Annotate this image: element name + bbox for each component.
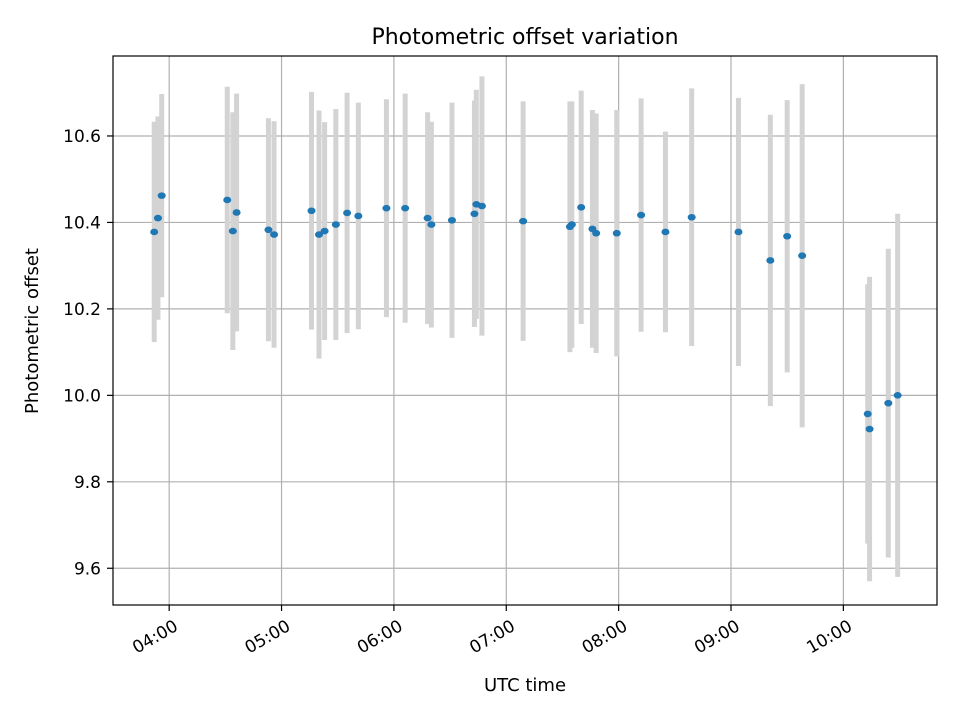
data-point [477,202,486,210]
y-tick-label: 9.8 [74,473,101,493]
plot-frame [112,55,938,606]
data-point [223,196,232,204]
x-tick-label: 07:00 [466,616,518,658]
y-tick-label: 10.4 [63,213,101,233]
data-point [783,232,792,240]
data-point [893,392,902,399]
data-point [401,204,410,212]
x-tick-label: 08:00 [579,616,631,658]
data-point [766,257,775,264]
data-point [354,212,363,220]
data-point [264,226,273,234]
data-point [519,217,528,225]
data-point [567,221,576,228]
data-point [157,192,166,199]
data-point [228,227,237,235]
error-bars [151,76,901,582]
y-tick-label: 10.2 [63,300,101,320]
data-point [637,211,646,219]
data-point [320,227,329,235]
data-point [687,213,696,221]
data-point [307,207,316,215]
data-point [315,231,323,238]
x-axis-ticks: 04:00 05:00 06:00 07:00 08:00 09:00 10:00 [129,605,856,658]
data-point [592,229,601,237]
y-axis-label: Photometric offset [22,248,43,414]
x-tick-label: 10:00 [803,616,855,658]
y-tick-label: 9.6 [74,559,101,579]
data-point [577,203,586,211]
x-tick-label: 09:00 [691,616,743,658]
data-point [734,228,743,236]
x-tick-label: 05:00 [242,616,294,658]
data-point [153,214,162,222]
data-point [150,228,159,236]
y-axis-ticks: 9.6 9.8 10.0 10.2 10.4 10.6 [63,127,113,579]
data-point [447,216,456,224]
chart-title: Photometric offset variation [371,25,678,50]
data-point [865,425,874,433]
y-tick-label: 10.6 [63,127,101,147]
data-point [884,399,893,407]
data-point [612,229,621,237]
data-point [661,228,670,236]
data-point [343,209,352,217]
x-tick-label: 06:00 [354,616,406,658]
data-point [863,410,872,418]
data-point [331,221,340,228]
data-point [470,210,479,218]
data-point [232,209,241,216]
y-tick-label: 10.0 [63,386,101,406]
x-tick-label: 04:00 [129,616,181,658]
data-point [798,252,807,260]
data-point [382,204,391,212]
data-point [270,231,279,238]
x-axis-label: UTC time [484,675,566,696]
data-point [423,214,432,222]
data-point [427,221,436,228]
data-points [150,192,902,433]
